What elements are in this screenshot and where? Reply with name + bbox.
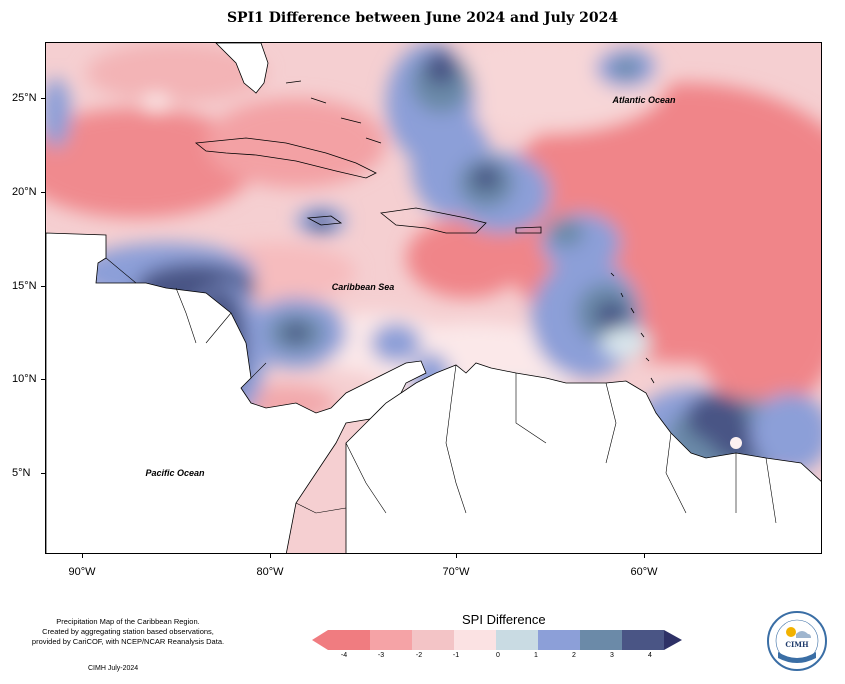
country-borders <box>105 257 777 524</box>
lon-label-90: 90°W <box>68 566 96 578</box>
cuba-outline <box>194 137 377 179</box>
footnote-line-1: Precipitation Map of the Caribbean Regio… <box>56 617 200 626</box>
lon-label-60: 60°W <box>630 566 658 578</box>
lon-label-80: 80°W <box>256 566 284 578</box>
lat-label-20: 20°N <box>12 186 37 198</box>
lat-tick-25 <box>41 98 45 99</box>
lon-tick-90 <box>82 554 83 558</box>
legend-swatch-7 <box>580 630 622 650</box>
credit-text: CIMH July-2024 <box>88 665 139 672</box>
legend-swatch-1 <box>328 630 370 650</box>
local-max-spot <box>730 437 742 449</box>
spi-map <box>46 43 821 553</box>
label-caribbean-sea: Caribbean Sea <box>331 282 395 292</box>
legend-swatch-4 <box>454 630 496 650</box>
map-title: SPI1 Difference between June 2024 and Ju… <box>226 10 619 26</box>
legend-tick-2: -2 <box>415 652 423 659</box>
legend-swatch-8 <box>622 630 664 650</box>
legend-swatches <box>312 630 682 650</box>
label-atlantic-ocean: Atlantic Ocean <box>612 95 676 105</box>
coastlines <box>46 43 821 553</box>
legend-arrow-low <box>312 630 328 650</box>
legend-tick-6: 2 <box>572 652 576 659</box>
jamaica-outline <box>306 215 343 226</box>
legend-swatch-6 <box>538 630 580 650</box>
sun-icon <box>786 627 796 637</box>
cimh-logo: CIMH <box>766 610 828 672</box>
lat-label-15: 15°N <box>12 280 37 292</box>
legend-tick-0: -4 <box>340 652 348 659</box>
florida-land <box>215 43 269 94</box>
legend-tick-5: 1 <box>534 652 538 659</box>
legend-swatch-3 <box>412 630 454 650</box>
lat-label-5: 5°N <box>12 467 31 479</box>
legend-title: SPI Difference <box>462 612 546 627</box>
lat-tick-5 <box>41 473 45 474</box>
bahamas-outline <box>285 80 382 144</box>
lat-label-10: 10°N <box>12 373 37 385</box>
lon-tick-80 <box>270 554 271 558</box>
legend-tick-1: -3 <box>377 652 385 659</box>
lat-tick-20 <box>41 192 45 193</box>
central-america-land <box>46 232 427 553</box>
hispaniola-outline <box>380 207 487 234</box>
legend-swatch-5 <box>496 630 538 650</box>
footnote: Precipitation Map of the Caribbean Regio… <box>18 617 238 647</box>
puerto-rico-outline <box>515 226 542 234</box>
lat-label-25: 25°N <box>12 92 37 104</box>
footnote-line-2: Created by aggregating station based obs… <box>42 627 214 636</box>
legend-colorbar: -4 -3 -2 -1 0 1 2 3 4 <box>312 630 682 670</box>
legend-arrow-high <box>664 630 682 650</box>
lesser-antilles-outline <box>610 272 655 384</box>
lat-tick-15 <box>41 286 45 287</box>
lon-tick-70 <box>456 554 457 558</box>
footnote-line-3: provided by CariCOF, with NCEP/NCAR Rean… <box>31 637 225 646</box>
spi-contour-field <box>46 43 821 538</box>
lon-label-70: 70°W <box>442 566 470 578</box>
cloud-icon <box>796 631 811 638</box>
legend-tick-7: 3 <box>610 652 614 659</box>
map-panel <box>45 42 822 554</box>
legend-tick-4: 0 <box>496 652 500 659</box>
legend-swatch-2 <box>370 630 412 650</box>
lon-tick-60 <box>644 554 645 558</box>
lat-tick-10 <box>41 379 45 380</box>
wave-icon <box>778 652 816 663</box>
legend-tick-3: -1 <box>452 652 460 659</box>
legend-tick-8: 4 <box>648 652 652 659</box>
label-pacific-ocean: Pacific Ocean <box>145 468 205 478</box>
south-america-land <box>345 362 821 553</box>
logo-text: CIMH <box>785 640 809 649</box>
